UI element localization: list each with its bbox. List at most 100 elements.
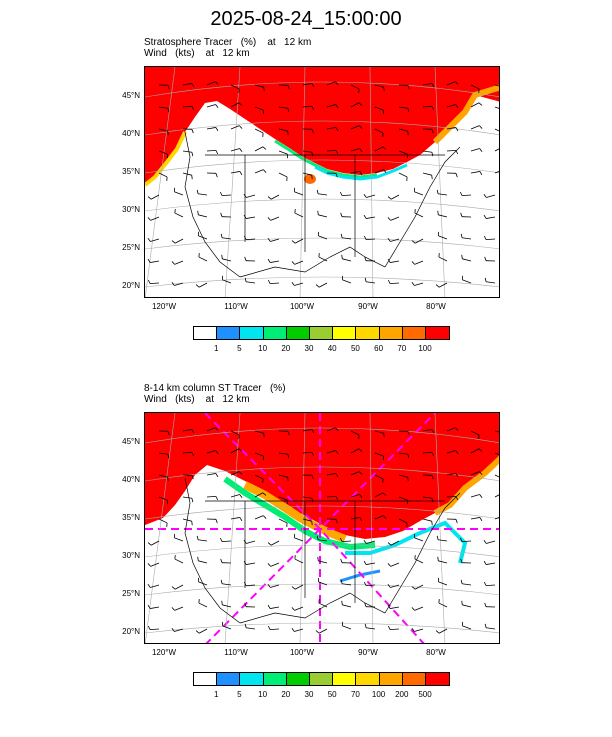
colorbar-swatch [194, 327, 218, 339]
wind-barb-flag [387, 279, 391, 284]
wind-barb [326, 495, 337, 498]
wind-barb [294, 558, 304, 564]
wind-barb [318, 560, 328, 564]
wind-barb-flag [315, 630, 320, 634]
wind-barb-flag [411, 607, 415, 611]
wind-barb [414, 191, 424, 196]
wind-barb [446, 127, 456, 130]
wind-barb-flag [244, 602, 247, 607]
wind-barb-flag [171, 240, 176, 244]
wind-barb [414, 238, 424, 244]
wind-barb-flag [455, 173, 458, 178]
wind-barb-flag [335, 127, 339, 132]
wind-barb [438, 256, 448, 262]
wind-barb [390, 540, 400, 546]
wind-barb [182, 150, 192, 153]
wind-barb [318, 628, 328, 634]
wind-barb-flag [267, 604, 271, 609]
lon-label: 100°W [289, 648, 315, 657]
wind-barb [230, 494, 240, 498]
wind-barb [438, 560, 448, 564]
wind-barb-flag [459, 537, 463, 542]
wind-barb [206, 473, 216, 476]
wind-barb-flag [335, 519, 338, 524]
wind-barb-flag [479, 148, 483, 152]
wind-barb [254, 128, 264, 134]
wind-barb-flag [382, 146, 387, 150]
wind-barb [390, 216, 400, 221]
wind-barb-flag [221, 254, 223, 259]
wind-barb [486, 216, 496, 219]
wind-barb-flag [335, 496, 339, 501]
colorbar-label: 40 [327, 344, 337, 353]
wind-barb-flag [220, 558, 223, 563]
wind-barb [342, 258, 352, 262]
wind-barb-flag [484, 623, 487, 628]
wind-barb-flag [267, 196, 272, 200]
wind-barb [245, 238, 256, 241]
wind-barb-flag [147, 542, 152, 546]
wind-barb [158, 474, 168, 478]
wind-barb [278, 496, 288, 501]
wind-barb-flag [244, 623, 247, 628]
wind-barb-flag [455, 496, 459, 501]
wind-barb-flag [220, 212, 223, 217]
wind-barb [294, 282, 304, 286]
wind-barb-flag [387, 238, 391, 242]
wind-barb [278, 128, 288, 132]
map-panel-stratosphere-tracer [144, 66, 500, 298]
wind-barb [198, 193, 208, 196]
wind-barb [158, 150, 168, 155]
wind-barb [158, 496, 168, 501]
lon-label: 100°W [289, 302, 315, 311]
wind-barb [270, 260, 280, 263]
wind-barb-flag [364, 256, 367, 261]
wind-barb [365, 238, 376, 241]
wind-barb-flag [359, 125, 363, 129]
wind-barb-flag [147, 258, 151, 263]
wind-barb-flag [363, 581, 367, 586]
wind-barb [318, 193, 328, 196]
wind-barb-flag [411, 261, 415, 265]
wind-barb-flag [411, 282, 415, 286]
colorbar-label: 50 [327, 690, 337, 699]
wind-barb [438, 602, 448, 608]
tracer-field-red [145, 67, 499, 185]
wind-barb [198, 581, 208, 586]
wind-barb-flag [167, 431, 170, 436]
wind-barb [414, 606, 424, 611]
wind-barb-flag [431, 83, 435, 88]
wind-barb [246, 281, 256, 284]
wind-barb-flag [335, 173, 338, 178]
wind-barb [221, 540, 232, 543]
wind-barb [302, 172, 312, 176]
wind-barb-flag [382, 492, 387, 496]
wind-barb-flag [311, 83, 315, 88]
wind-barb [326, 427, 336, 432]
wind-barb [302, 518, 312, 522]
wind-barb [206, 427, 216, 432]
wind-barb [461, 540, 472, 543]
wind-barb [494, 474, 499, 478]
wind-barb-flag [455, 427, 459, 431]
wind-barb [446, 450, 456, 454]
wind-barb-flag [431, 498, 434, 503]
wind-barb-flag [479, 517, 483, 522]
wind-barb [462, 258, 472, 262]
wind-barb [150, 260, 160, 263]
wind-barb [222, 237, 232, 240]
wind-barb [446, 149, 457, 152]
wind-barb-flag [359, 494, 363, 498]
wind-barb-flag [167, 454, 170, 459]
wind-barb [350, 430, 360, 436]
wind-barb-flag [243, 540, 247, 544]
wind-barb [278, 474, 288, 478]
colorbar-swatch [240, 327, 264, 339]
wind-barb-flag [196, 535, 199, 540]
wind-barb [470, 448, 480, 454]
colorbar-label: 100 [418, 344, 432, 353]
wind-barb-flag [291, 240, 296, 244]
wind-barb-flag [191, 521, 193, 526]
wind-barb [206, 149, 217, 152]
wind-barb [414, 260, 424, 265]
